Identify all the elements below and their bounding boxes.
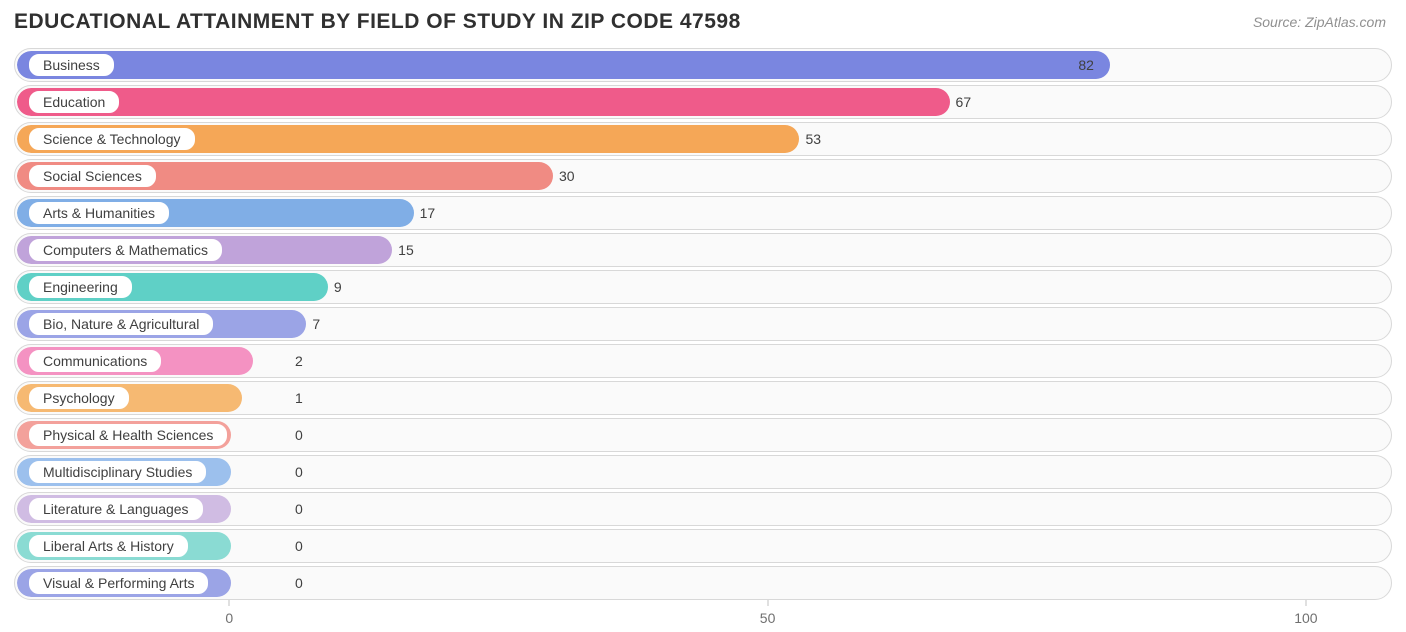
category-pill: Science & Technology	[27, 126, 197, 152]
category-pill: Business	[27, 52, 116, 78]
value-label: 9	[334, 279, 342, 295]
axis-tick-mark	[767, 600, 768, 606]
bar-row: Bio, Nature & Agricultural 7	[14, 307, 1392, 341]
value-label: 0	[295, 538, 303, 554]
value-label: 53	[805, 131, 821, 147]
bar-row: Multidisciplinary Studies 0	[14, 455, 1392, 489]
bar-row: Literature & Languages 0	[14, 492, 1392, 526]
bar-row: Engineering 9	[14, 270, 1392, 304]
value-label: 1	[295, 390, 303, 406]
axis-tick-mark	[1305, 600, 1306, 606]
bar-row: Education 67	[14, 85, 1392, 119]
bar-row: Communications 2	[14, 344, 1392, 378]
category-pill: Psychology	[27, 385, 131, 411]
category-pill: Multidisciplinary Studies	[27, 459, 208, 485]
value-label: 17	[420, 205, 436, 221]
category-pill: Visual & Performing Arts	[27, 570, 210, 596]
bar-row: Computers & Mathematics 15	[14, 233, 1392, 267]
bar-row: Business 82	[14, 48, 1392, 82]
bar-fill	[17, 51, 1110, 79]
bar-row: Psychology 1	[14, 381, 1392, 415]
bar-row: Science & Technology 53	[14, 122, 1392, 156]
category-pill: Bio, Nature & Agricultural	[27, 311, 215, 337]
bar-row: Social Sciences 30	[14, 159, 1392, 193]
category-pill: Literature & Languages	[27, 496, 205, 522]
bar-row: Visual & Performing Arts 0	[14, 566, 1392, 600]
category-pill: Computers & Mathematics	[27, 237, 224, 263]
category-pill: Social Sciences	[27, 163, 158, 189]
category-pill: Education	[27, 89, 121, 115]
axis-tick: 0	[225, 610, 233, 626]
category-pill: Engineering	[27, 274, 134, 300]
value-label: 7	[312, 316, 320, 332]
value-label: 0	[295, 464, 303, 480]
chart-area: Business 82 Education 67 Science & Technolog…	[14, 48, 1392, 602]
bar-row: Physical & Health Sciences 0	[14, 418, 1392, 452]
chart-title: EDUCATIONAL ATTAINMENT BY FIELD OF STUDY…	[14, 10, 741, 34]
category-pill: Liberal Arts & History	[27, 533, 190, 559]
value-label: 67	[956, 94, 972, 110]
x-axis: 0 50 100	[14, 604, 1392, 626]
bar-row: Liberal Arts & History 0	[14, 529, 1392, 563]
value-label: 82	[1078, 57, 1094, 73]
source-label: Source: ZipAtlas.com	[1253, 14, 1386, 30]
category-pill: Physical & Health Sciences	[27, 422, 229, 448]
bar-fill	[17, 88, 950, 116]
axis-tick-mark	[229, 600, 230, 606]
category-pill: Communications	[27, 348, 163, 374]
bar-row: Arts & Humanities 17	[14, 196, 1392, 230]
axis-tick: 50	[760, 610, 776, 626]
axis-tick: 100	[1294, 610, 1317, 626]
value-label: 2	[295, 353, 303, 369]
value-label: 15	[398, 242, 414, 258]
value-label: 0	[295, 575, 303, 591]
value-label: 0	[295, 427, 303, 443]
category-pill: Arts & Humanities	[27, 200, 171, 226]
value-label: 30	[559, 168, 575, 184]
value-label: 0	[295, 501, 303, 517]
